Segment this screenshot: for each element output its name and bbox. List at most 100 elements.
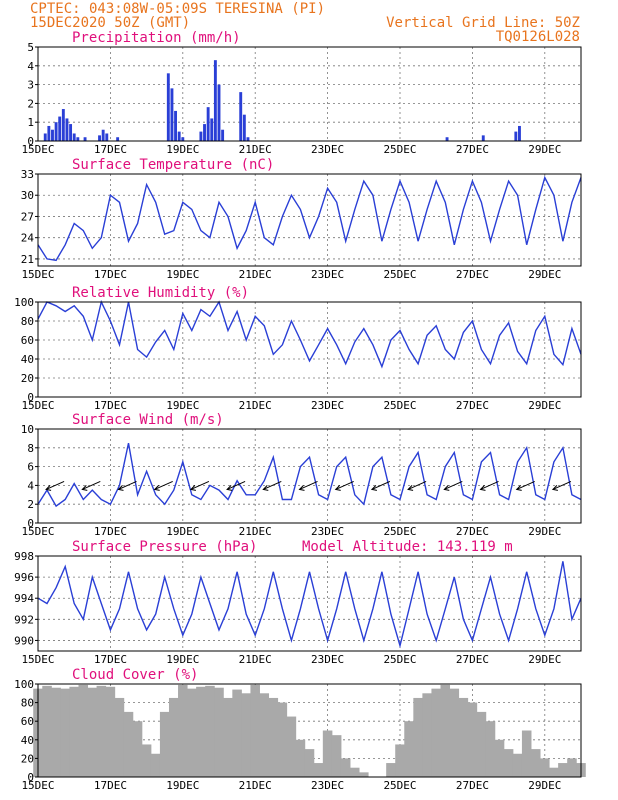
x-tick-label: 21DEC	[239, 143, 272, 156]
cloud-bar	[558, 763, 568, 777]
y-tick-label: 8	[27, 442, 34, 455]
precip-bar	[217, 84, 221, 141]
precip-bar	[98, 135, 101, 141]
wind-arrowhead	[189, 485, 196, 491]
cloud-bar	[485, 721, 496, 777]
wind-arrow	[45, 480, 65, 490]
precip-bar	[221, 129, 225, 141]
x-tick-label: 29DEC	[528, 525, 561, 538]
x-tick-label: 15DEC	[21, 399, 54, 412]
precip-bar	[203, 124, 206, 141]
cloud-panel: 0 20 40 60 80 100 15DEC 17DEC 19DEC 21DEC 23DEC 25D…	[14, 667, 586, 792]
y-tick-label: 6	[27, 461, 34, 474]
x-tick-label: 19DEC	[166, 525, 199, 538]
cloud-bar	[449, 688, 460, 777]
precip-bar	[181, 137, 185, 141]
y-tick-label: 0	[27, 517, 34, 530]
cloud-bar	[96, 685, 107, 777]
precip-bar	[518, 125, 521, 141]
y-tick-label: 0	[27, 135, 34, 148]
cloud-bar	[178, 684, 188, 777]
cloud-bar	[512, 753, 523, 777]
x-tick-label: 17DEC	[94, 399, 127, 412]
x-tick-label: 17DEC	[94, 653, 127, 666]
pres-model-altitude: Model Altitude: 143.119 m	[302, 539, 513, 555]
pres-frame	[37, 555, 582, 652]
wind-arrowhead	[551, 485, 558, 491]
cloud-bar	[494, 739, 505, 777]
wind-arrow	[444, 480, 463, 490]
x-tick-label: 19DEC	[166, 143, 199, 156]
wind-arrowhead	[407, 485, 414, 491]
y-tick-label: 100	[14, 296, 34, 309]
wind-arrowhead	[334, 485, 341, 491]
precip-bar	[51, 129, 54, 141]
cloud-bar	[349, 767, 360, 777]
rh-series-line	[37, 299, 582, 369]
wind-arrowhead	[370, 485, 377, 491]
y-tick-label: 20	[21, 752, 34, 765]
precip-bar	[246, 137, 250, 141]
wind-arrowhead	[81, 485, 88, 491]
x-tick-label: 29DEC	[528, 779, 561, 792]
precip-bar	[76, 137, 80, 141]
cloud-bar	[141, 744, 152, 777]
cloud-bar	[159, 711, 170, 777]
x-tick-label: 25DEC	[383, 143, 416, 156]
cloud-bar	[223, 697, 233, 777]
cloud-bar	[440, 684, 451, 777]
cloud-bar	[521, 730, 532, 777]
wind-panel: 0 2 4 6 8 10 15DEC 17DEC 19DEC 21DEC 23DEC 25DEC 27D…	[21, 412, 582, 538]
precip-bar	[58, 116, 62, 141]
wind-arrowhead	[479, 485, 486, 491]
cloud-bar	[503, 749, 514, 777]
precip-bar	[43, 133, 47, 141]
cloud-bar	[359, 772, 369, 777]
precip-title: Precipitation (mm/h)	[72, 30, 241, 46]
panels: 0 1 2 3 4 5 15DEC 17DEC 19DEC 21DEC 23DEC 25DEC 27DE…	[14, 30, 586, 792]
wind-arrowhead	[226, 485, 233, 491]
y-tick-label: 30	[21, 189, 34, 202]
pres-panel: 990 992 994 996 998 15DEC 17DEC 19DEC 21DEC 23DEC…	[14, 539, 582, 666]
x-tick-label: 15DEC	[21, 268, 54, 281]
precip-bar	[445, 137, 449, 141]
y-tick-label: 80	[21, 697, 34, 710]
wind-arrow	[263, 480, 282, 490]
x-tick-label: 27DEC	[456, 779, 489, 792]
x-tick-label: 17DEC	[94, 779, 127, 792]
cloud-bar	[476, 711, 487, 777]
cloud-frame	[37, 683, 582, 778]
header-model: TQ0126L028	[496, 29, 580, 45]
y-tick-label: 33	[21, 168, 34, 181]
wind-arrow	[299, 480, 318, 490]
precip-bar	[170, 88, 174, 141]
x-tick-label: 17DEC	[94, 268, 127, 281]
precip-bar	[61, 109, 65, 141]
x-tick-label: 27DEC	[456, 143, 489, 156]
wind-arrow	[82, 480, 101, 490]
wind-arrow	[335, 480, 354, 490]
y-tick-label: 2	[27, 498, 34, 511]
x-tick-label: 17DEC	[94, 143, 127, 156]
y-tick-label: 0	[27, 771, 34, 784]
temp-series-line	[37, 175, 582, 262]
precip-bar	[514, 131, 518, 141]
cloud-bar	[540, 758, 550, 777]
precip-bar	[83, 137, 87, 141]
x-tick-label: 25DEC	[383, 779, 416, 792]
x-tick-label: 29DEC	[528, 653, 561, 666]
y-tick-label: 40	[21, 353, 34, 366]
temp-title: Surface Temperature (nC)	[72, 157, 274, 173]
cloud-bar	[205, 685, 215, 777]
cloud-bar	[395, 744, 405, 777]
cloud-bar	[78, 684, 89, 777]
wind-arrowhead	[298, 485, 305, 491]
wind-arrowhead	[45, 485, 52, 491]
y-tick-label: 80	[21, 315, 34, 328]
wind-arrowhead	[262, 485, 269, 491]
precip-bar	[174, 110, 178, 141]
header-location: CPTEC: 043:08W-05:09S TERESINA (PI)	[30, 1, 325, 17]
cloud-bar	[232, 689, 242, 777]
precip-bar	[65, 118, 69, 141]
